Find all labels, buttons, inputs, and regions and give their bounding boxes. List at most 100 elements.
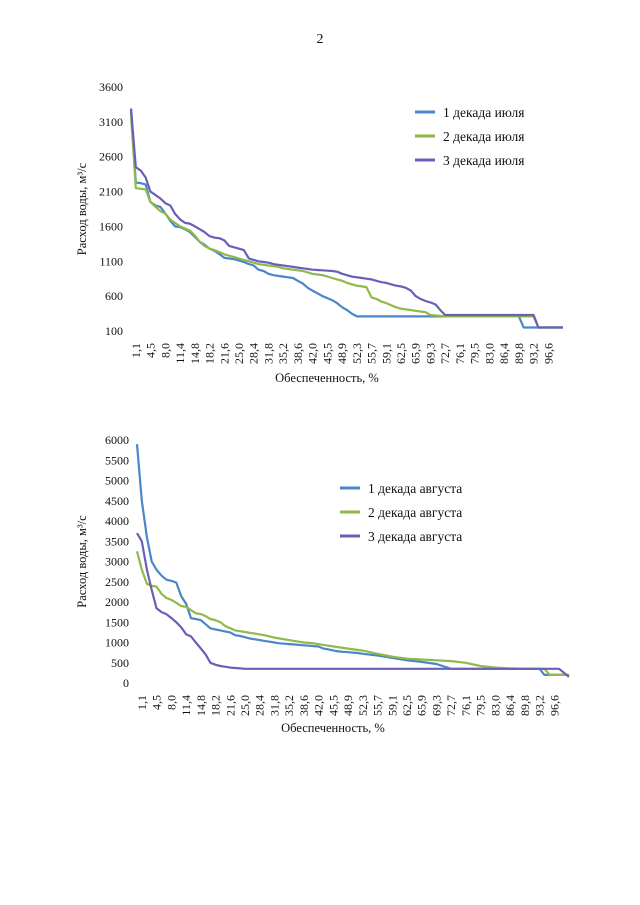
- x-tick-label: 45,5: [321, 343, 335, 364]
- x-tick-label: 31,8: [261, 343, 275, 364]
- x-tick-label: 48,9: [335, 343, 349, 364]
- x-tick-label: 21,6: [217, 343, 231, 364]
- y-tick-label: 3100: [99, 115, 123, 129]
- x-tick-label: 52,3: [356, 695, 370, 716]
- legend-label: 3 декада августа: [368, 529, 462, 544]
- chart-2: 0 500 1000 1500 2000 2500 3000 3500 4000 4500 5000…: [75, 433, 570, 735]
- x-tick-label: 55,7: [371, 695, 385, 716]
- x-tick-label: 1,1: [135, 695, 149, 710]
- x-tick-label: 65,9: [415, 695, 429, 716]
- x-tick-label: 25,0: [232, 343, 246, 364]
- x-tick-label: 35,2: [282, 695, 296, 716]
- x-tick-label: 42,0: [311, 695, 325, 716]
- x-tick-label: 28,4: [253, 695, 267, 716]
- x-tick-label: 55,7: [365, 343, 379, 364]
- x-tick-label: 83,0: [489, 695, 503, 716]
- series-line-1: [135, 444, 569, 677]
- y-axis-label: Расход воды, м³/с: [75, 162, 89, 255]
- legend-label: 2 декада августа: [368, 505, 462, 520]
- y-axis: 0 500 1000 1500 2000 2500 3000 3500 4000 4500 5000…: [105, 433, 129, 690]
- x-tick-label: 69,3: [423, 343, 437, 364]
- y-axis: 100 600 1100 1600 2100 2600 3100 3600: [99, 80, 123, 338]
- x-tick-label: 79,5: [473, 695, 487, 716]
- x-tick-label: 42,0: [305, 343, 319, 364]
- y-tick-label: 600: [105, 289, 123, 303]
- x-tick-label: 72,7: [438, 343, 452, 364]
- x-axis-label: Обеспеченность, %: [275, 371, 379, 385]
- series-lines: [135, 444, 570, 678]
- y-tick-label: 1100: [99, 254, 123, 268]
- legend: 1 декада августа 2 декада августа 3 декада…: [340, 481, 462, 544]
- y-tick-label: 1600: [99, 219, 123, 233]
- x-tick-label: 52,3: [350, 343, 364, 364]
- x-tick-label: 28,4: [247, 343, 261, 364]
- x-tick-label: 18,2: [209, 695, 223, 716]
- series-lines: [129, 108, 563, 329]
- x-tick-label: 1,1: [129, 343, 143, 358]
- legend: 1 декада июля 2 декада июля 3 декада июля: [415, 105, 525, 168]
- x-tick-label: 21,6: [223, 695, 237, 716]
- x-tick-label: 11,4: [173, 343, 187, 364]
- x-tick-label: 93,2: [527, 343, 541, 364]
- x-axis: 1,1 4,5 8,0 11,4 14,8 18,2 21,6 25,0 28,4 31,8 35,…: [129, 343, 556, 364]
- x-tick-label: 76,1: [453, 343, 467, 364]
- y-tick-label: 3500: [105, 534, 129, 548]
- x-tick-label: 86,4: [503, 695, 517, 716]
- x-tick-label: 89,8: [512, 343, 526, 364]
- x-tick-label: 93,2: [533, 695, 547, 716]
- x-tick-label: 14,8: [188, 343, 202, 364]
- y-tick-label: 1500: [105, 615, 129, 629]
- x-tick-label: 25,0: [238, 695, 252, 716]
- x-tick-label: 65,9: [409, 343, 423, 364]
- x-tick-label: 59,1: [379, 343, 393, 364]
- x-tick-label: 96,6: [541, 343, 555, 364]
- x-tick-label: 11,4: [179, 695, 193, 716]
- x-tick-label: 79,5: [467, 343, 481, 364]
- x-tick-label: 31,8: [267, 695, 281, 716]
- y-tick-label: 0: [123, 676, 129, 690]
- x-tick-label: 35,2: [276, 343, 290, 364]
- x-tick-label: 18,2: [203, 343, 217, 364]
- legend-label: 2 декада июля: [443, 129, 525, 144]
- y-tick-label: 5500: [105, 453, 129, 467]
- series-line-2: [135, 551, 569, 677]
- x-tick-label: 69,3: [429, 695, 443, 716]
- legend-label: 3 декада июля: [443, 153, 525, 168]
- y-axis-label: Расход воды, м³/с: [75, 515, 89, 608]
- x-tick-label: 48,9: [341, 695, 355, 716]
- x-tick-label: 89,8: [518, 695, 532, 716]
- x-tick-label: 62,5: [394, 343, 408, 364]
- y-tick-label: 2100: [99, 185, 123, 199]
- y-tick-label: 3000: [105, 555, 129, 569]
- x-tick-label: 62,5: [400, 695, 414, 716]
- x-tick-label: 76,1: [459, 695, 473, 716]
- x-tick-label: 14,8: [194, 695, 208, 716]
- y-tick-label: 500: [111, 656, 129, 670]
- x-tick-label: 38,6: [297, 695, 311, 716]
- series-line-2: [129, 114, 563, 329]
- x-tick-label: 96,6: [547, 695, 561, 716]
- x-tick-label: 8,0: [165, 695, 179, 710]
- page-number: 2: [316, 32, 324, 47]
- x-tick-label: 8,0: [159, 343, 173, 358]
- chart-1: 100 600 1100 1600 2100 2600 3100 3600 1,1 4,5 8,0 1…: [75, 80, 563, 385]
- series-line-3: [136, 532, 570, 678]
- y-tick-label: 100: [105, 324, 123, 338]
- y-tick-label: 2500: [105, 575, 129, 589]
- legend-label: 1 декада июля: [443, 105, 525, 120]
- y-tick-label: 1000: [105, 636, 129, 650]
- x-tick-label: 4,5: [149, 695, 163, 710]
- x-tick-label: 83,0: [483, 343, 497, 364]
- y-tick-label: 4500: [105, 494, 129, 508]
- legend-label: 1 декада августа: [368, 481, 462, 496]
- y-tick-label: 6000: [105, 433, 129, 447]
- series-line-3: [129, 108, 563, 329]
- y-tick-label: 5000: [105, 474, 129, 488]
- y-tick-label: 2600: [99, 150, 123, 164]
- x-tick-label: 59,1: [385, 695, 399, 716]
- x-tick-label: 72,7: [444, 695, 458, 716]
- y-tick-label: 4000: [105, 514, 129, 528]
- y-tick-label: 3600: [99, 80, 123, 94]
- x-axis: 1,1 4,5 8,0 11,4 14,8 18,2 21,6 25,0 28,4 31,8 35,…: [135, 695, 562, 716]
